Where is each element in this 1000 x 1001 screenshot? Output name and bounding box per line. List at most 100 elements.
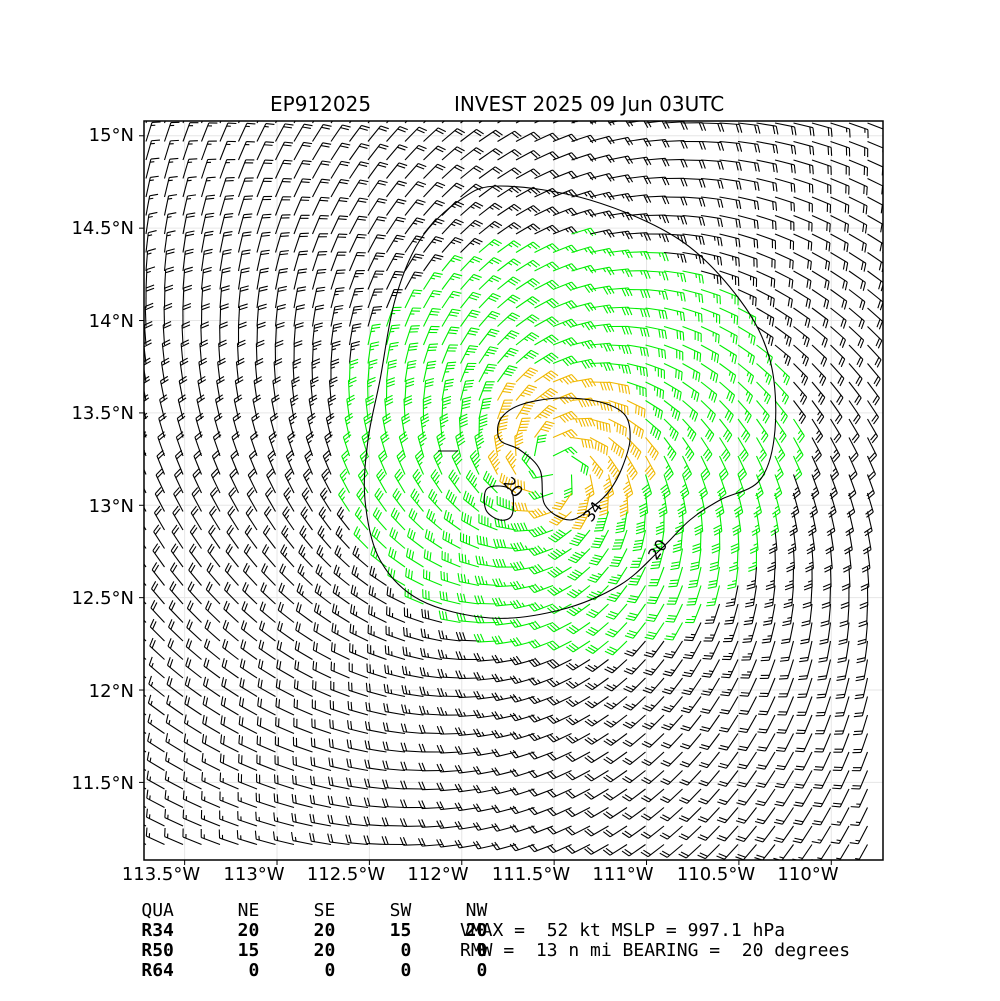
wind-barb: [701, 345, 719, 363]
wind-barb: [701, 327, 719, 344]
wind-barb: [683, 345, 701, 362]
wind-barb: [171, 544, 183, 567]
wind-barb: [812, 826, 831, 843]
wind-barb: [646, 345, 666, 359]
wind-barb: [167, 676, 183, 696]
wind-barb: [679, 826, 701, 840]
wind-barb: [311, 738, 331, 752]
wind-barb: [169, 619, 183, 641]
wind-barb: [687, 586, 701, 606]
wind-barb: [566, 697, 590, 707]
wind-barb: [186, 639, 201, 660]
wind-barb: [757, 234, 776, 249]
wind-barb: [350, 125, 370, 141]
row-label: R34: [141, 921, 183, 941]
wind-barb: [205, 620, 220, 641]
wind-barb: [831, 826, 849, 843]
wind-barb: [831, 419, 841, 443]
wind-barb: [832, 771, 849, 789]
wind-barb: [535, 405, 557, 419]
wind-barb: [220, 214, 233, 234]
wind-barb: [529, 715, 553, 723]
wind-barb: [622, 826, 645, 838]
wind-barb: [257, 124, 274, 142]
wind-barb: [572, 438, 594, 449]
wind-barb: [294, 124, 312, 141]
wind-barb: [627, 138, 651, 146]
wind-barb: [461, 148, 484, 160]
wind-barb: [228, 506, 239, 530]
wind-barb: [461, 238, 483, 252]
wind-barb: [851, 789, 868, 807]
wind-barb: [238, 792, 257, 807]
wind-barb: [442, 551, 461, 567]
wind-barb: [408, 528, 424, 548]
wind-barb: [794, 142, 814, 156]
wind-barb: [831, 364, 844, 386]
wind-barb: [294, 699, 312, 715]
wind-barb: [854, 697, 868, 717]
wind-barb: [257, 214, 271, 234]
wind-barb: [641, 845, 664, 857]
wind-barb: [843, 549, 851, 573]
wind-barb: [235, 377, 243, 401]
wind-barb: [423, 589, 442, 604]
wind-barb: [760, 660, 775, 679]
wind-barb: [276, 215, 291, 234]
wind-barb: [387, 235, 406, 252]
wind-barb: [368, 144, 388, 160]
wind-barb: [700, 697, 719, 714]
wind-barb: [511, 542, 535, 551]
wind-barb: [757, 253, 776, 269]
wind-barb: [313, 125, 332, 142]
wind-barb: [794, 327, 810, 347]
wind-barb: [547, 845, 571, 853]
wind-barb: [405, 308, 421, 327]
wind-barb: [494, 432, 503, 456]
wind-barb: [836, 678, 849, 698]
wind-barb: [684, 623, 701, 641]
wind-barb: [331, 252, 346, 271]
wind-barb: [683, 364, 700, 382]
wind-barb: [331, 234, 347, 252]
wind-barb: [239, 196, 254, 216]
wind-barb: [350, 162, 369, 179]
wind-barb: [311, 377, 319, 401]
wind-barb: [316, 564, 331, 585]
wind-barb: [368, 217, 387, 234]
wind-barb: [849, 253, 866, 272]
wind-barb: [646, 604, 664, 621]
wind-barb: [849, 308, 864, 329]
wind-barb: [623, 697, 645, 711]
wind-barb: [350, 180, 369, 197]
wind-barb: [406, 548, 423, 567]
wind-barb: [794, 216, 813, 232]
wind-barb: [225, 563, 238, 586]
wind-barb: [738, 382, 752, 404]
wind-barb: [183, 141, 198, 160]
wind-barb: [442, 201, 464, 215]
wind-barb: [331, 125, 351, 141]
wind-barb: [289, 413, 297, 437]
wind-barb: [831, 179, 849, 195]
wind-barb: [202, 791, 220, 807]
wind-barb: [510, 561, 534, 570]
lat-label: 11.5°N: [14, 773, 134, 794]
wind-barb: [604, 697, 627, 710]
wind-barb: [547, 826, 571, 834]
wind-barb: [442, 183, 464, 197]
wind-barb: [529, 546, 553, 556]
wind-barb: [572, 210, 596, 218]
wind-barb: [700, 715, 720, 731]
wind-barb: [740, 678, 757, 696]
wind-barb: [604, 771, 627, 782]
wind-barb: [259, 659, 276, 678]
wind-barb: [268, 450, 276, 474]
wind-barb: [609, 419, 627, 436]
wind-barb: [606, 604, 627, 619]
wind-barb: [609, 194, 633, 202]
lat-label: 13°N: [14, 496, 134, 517]
wind-barb: [718, 752, 738, 768]
rmw-bearing-line: RMW = 13 n mi BEARING = 20 degrees: [460, 941, 850, 961]
